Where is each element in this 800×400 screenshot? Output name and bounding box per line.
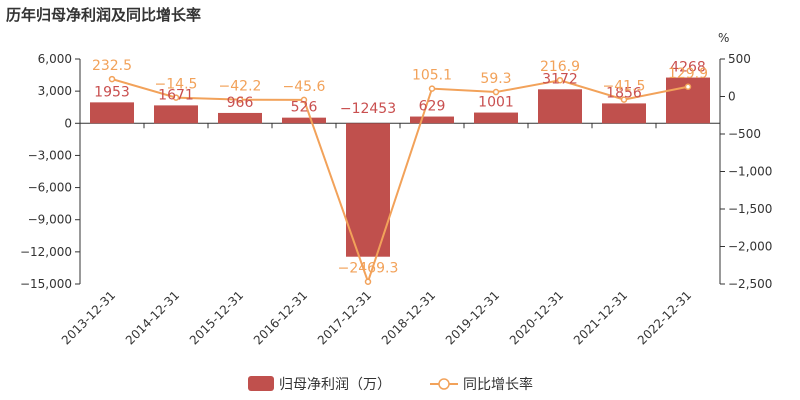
growth-line bbox=[111, 78, 689, 285]
bar-value-label: 4268 bbox=[670, 60, 706, 76]
left-axis-tick-label: −12,000 bbox=[20, 245, 72, 259]
line-point bbox=[300, 96, 308, 104]
line-series bbox=[108, 75, 692, 285]
line-value-label: −41.5 bbox=[603, 79, 646, 95]
line-point bbox=[172, 94, 180, 101]
x-axis-tick-label: 2019-12-31 bbox=[443, 288, 502, 347]
bar-value-label: 1001 bbox=[478, 95, 514, 111]
bar bbox=[154, 105, 198, 124]
line-point bbox=[620, 96, 628, 103]
line-value-label: 129.9 bbox=[668, 66, 708, 82]
line-value-label: 105.1 bbox=[412, 68, 452, 84]
left-axis-tick-label: 6,000 bbox=[38, 52, 72, 66]
x-axis-tick-label: 2022-12-31 bbox=[635, 288, 694, 347]
line-point bbox=[236, 96, 244, 103]
bar bbox=[538, 89, 582, 124]
bar bbox=[282, 117, 326, 124]
line-value-label: −14.5 bbox=[155, 77, 198, 93]
right-axis-tick-label: −500 bbox=[728, 127, 761, 141]
x-axis-tick-label: 2018-12-31 bbox=[379, 288, 438, 347]
chart-title: 历年归母净利润及同比增长率 bbox=[6, 6, 201, 24]
line-value-label: 59.3 bbox=[480, 71, 511, 87]
bar-value-label: −12453 bbox=[340, 101, 396, 117]
left-axis-tick-label: −9,000 bbox=[28, 213, 72, 227]
line-point bbox=[108, 75, 116, 83]
x-axis-tick-label: 2017-12-31 bbox=[315, 288, 374, 347]
line-value-label: 232.5 bbox=[92, 58, 132, 74]
right-axis-tick-label: −2,500 bbox=[728, 277, 772, 291]
line-point bbox=[364, 278, 372, 285]
line-point bbox=[556, 76, 564, 84]
x-axis-tick-label: 2015-12-31 bbox=[187, 288, 246, 347]
bar bbox=[474, 112, 518, 124]
bar bbox=[90, 102, 134, 124]
bar bbox=[218, 112, 262, 124]
right-axis-tick-label: 0 bbox=[728, 90, 736, 104]
legend-bar-label: 归母净利润（万） bbox=[279, 376, 391, 393]
line-point bbox=[492, 88, 500, 96]
x-axis-tick-label: 2020-12-31 bbox=[507, 288, 566, 347]
right-axis-tick-label: 500 bbox=[728, 52, 751, 66]
bar bbox=[602, 103, 646, 124]
x-axis-tick-label: 2014-12-31 bbox=[123, 288, 182, 347]
bar-value-label: 629 bbox=[419, 99, 446, 115]
left-axis-tick-label: 0 bbox=[64, 116, 72, 130]
x-axis-tick-label: 2016-12-31 bbox=[251, 288, 310, 347]
x-axis-tick-label: 2021-12-31 bbox=[571, 288, 630, 347]
legend-bar-swatch bbox=[248, 376, 274, 391]
line-value-label: −2469.3 bbox=[338, 261, 399, 277]
right-axis-tick-label: −1,500 bbox=[728, 202, 772, 216]
left-axis-tick-label: −6,000 bbox=[28, 181, 72, 195]
line-point bbox=[684, 83, 692, 91]
left-axis-tick-label: −3,000 bbox=[28, 148, 72, 162]
bar bbox=[410, 116, 454, 124]
right-axis-tick-label: −2,000 bbox=[728, 240, 772, 254]
x-axis-tick-label: 2013-12-31 bbox=[59, 288, 118, 347]
bar-series bbox=[90, 77, 710, 257]
line-point bbox=[428, 85, 436, 92]
data-labels: 1953 1671 966 526 −12453 629 1001 3172 1856 4268 2… bbox=[92, 58, 708, 277]
bar-value-label: 1856 bbox=[606, 85, 642, 101]
line-value-label: −42.2 bbox=[219, 79, 262, 95]
bar-value-label: 1953 bbox=[94, 84, 130, 100]
bar-value-label: 1671 bbox=[158, 87, 194, 103]
bar-value-label: 526 bbox=[291, 100, 318, 116]
legend[interactable]: 归母净利润（万） 同比增长率 bbox=[248, 376, 533, 393]
line-value-label: −45.6 bbox=[283, 79, 326, 95]
legend-line-marker bbox=[438, 378, 450, 390]
bar-value-label: 3172 bbox=[542, 71, 578, 87]
right-axis-unit: % bbox=[718, 31, 729, 45]
legend-line-label: 同比增长率 bbox=[463, 376, 533, 393]
line-value-label: 216.9 bbox=[540, 59, 580, 75]
left-axis-tick-label: −15,000 bbox=[20, 277, 72, 291]
left-axis-tick-label: 3,000 bbox=[38, 84, 72, 98]
bar-value-label: 966 bbox=[227, 95, 254, 111]
right-axis-tick-label: −1,000 bbox=[728, 165, 772, 179]
